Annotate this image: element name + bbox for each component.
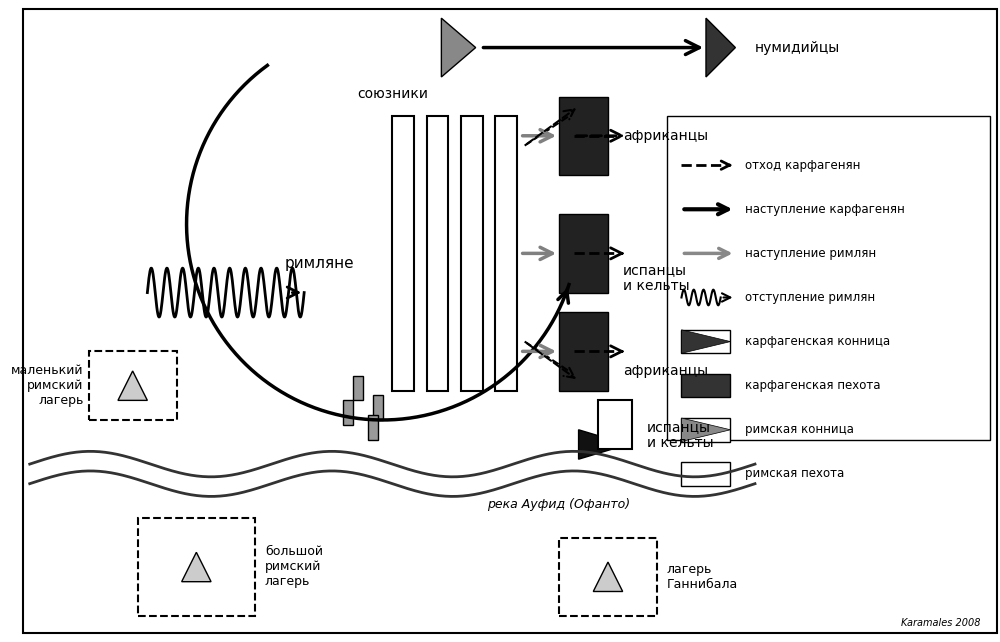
Bar (461, 116, 483, 390)
Polygon shape (118, 371, 147, 401)
Text: река Ауфид (Офанто): река Ауфид (Офанто) (487, 498, 631, 512)
Text: нумидийцы: нумидийцы (755, 40, 840, 55)
Bar (667, 116, 990, 440)
Text: лагерь
Ганнибала: лагерь Ганнибала (667, 563, 738, 591)
Text: наступление карфагенян: наступление карфагенян (745, 203, 905, 216)
FancyBboxPatch shape (89, 351, 177, 420)
Polygon shape (182, 552, 211, 582)
Text: африканцы: африканцы (623, 129, 708, 143)
FancyBboxPatch shape (138, 518, 255, 616)
Text: маленький
римский
лагерь: маленький римский лагерь (11, 364, 84, 407)
Text: Karamales 2008: Karamales 2008 (901, 618, 980, 628)
Polygon shape (593, 562, 623, 591)
Text: римская конница: римская конница (745, 423, 854, 437)
Text: отступление римлян: отступление римлян (745, 291, 875, 304)
Polygon shape (579, 429, 628, 459)
Bar (559, 312, 608, 390)
Text: большой
римский
лагерь: большой римский лагерь (265, 546, 323, 589)
Bar (343, 401, 353, 425)
Text: отход карфагенян: отход карфагенян (745, 159, 861, 171)
Bar (559, 214, 608, 293)
Text: наступление римлян: наступление римлян (745, 247, 876, 260)
Text: африканцы: африканцы (623, 364, 708, 378)
Text: карфагенская конница: карфагенская конница (745, 335, 890, 348)
Bar (373, 395, 383, 420)
FancyBboxPatch shape (559, 537, 657, 616)
Text: испанцы
и кельты: испанцы и кельты (623, 263, 689, 293)
Bar (353, 376, 363, 401)
Bar (495, 116, 517, 390)
Text: римляне: римляне (285, 256, 354, 271)
Bar (598, 401, 632, 449)
Text: карфагенская пехота: карфагенская пехота (745, 379, 881, 392)
Bar (368, 415, 378, 440)
Bar (681, 462, 730, 485)
Polygon shape (441, 18, 476, 77)
Text: союзники: союзники (357, 87, 428, 101)
Bar (392, 116, 414, 390)
Text: испанцы
и кельты: испанцы и кельты (647, 420, 714, 450)
Bar (427, 116, 448, 390)
Polygon shape (681, 418, 730, 442)
Bar (681, 374, 730, 397)
Text: римская пехота: римская пехота (745, 467, 844, 480)
Polygon shape (706, 18, 735, 77)
Bar (681, 330, 730, 353)
Polygon shape (681, 330, 730, 353)
Bar (559, 96, 608, 175)
Bar (681, 418, 730, 442)
